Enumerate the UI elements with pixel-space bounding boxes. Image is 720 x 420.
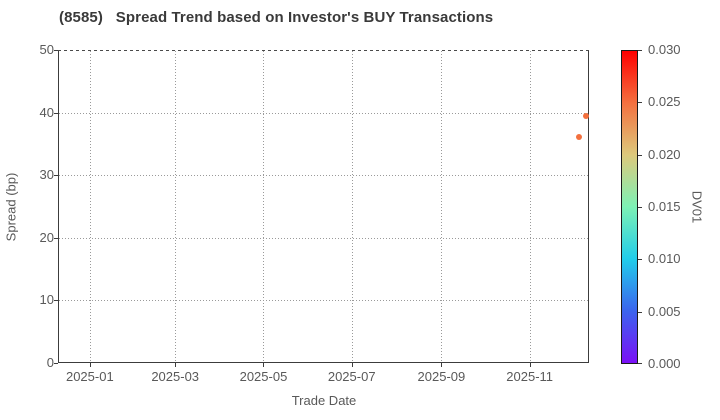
y-gridline <box>59 175 588 177</box>
y-tick-label: 50 <box>39 42 54 57</box>
y-tick-label: 30 <box>39 167 54 183</box>
plot-top-spine <box>58 50 589 51</box>
colorbar-tick-label: 0.010 <box>648 251 681 267</box>
y-gridline <box>59 300 588 302</box>
colorbar-tick-label: 0.025 <box>648 94 681 110</box>
y-tick-mark <box>54 112 58 114</box>
colorbar-tick-mark <box>638 207 642 208</box>
colorbar-tick-mark <box>638 311 642 313</box>
colorbar-tick-mark <box>638 102 642 104</box>
colorbar-tick-label: 0.020 <box>648 146 681 162</box>
y-tick-mark <box>54 50 58 51</box>
y-tick-mark <box>54 300 58 302</box>
x-tick-mark <box>89 363 91 367</box>
x-axis-title: Trade Date <box>291 393 357 408</box>
colorbar-tick-mark <box>638 154 642 156</box>
x-tick-mark <box>529 363 531 367</box>
x-gridline <box>529 51 531 362</box>
x-gridline <box>263 51 265 362</box>
y-tick-label: 10 <box>39 292 54 308</box>
data-point <box>583 112 590 119</box>
x-gridline <box>89 51 91 362</box>
x-tick-label: 2025-05 <box>239 369 288 384</box>
chart-title: (8585) Spread Trend based on Investor's … <box>59 9 494 26</box>
x-tick-label: 2025-03 <box>151 369 200 384</box>
y-tick-mark <box>54 363 58 364</box>
colorbar-tick-mark <box>638 259 642 261</box>
y-tick-mark <box>54 237 58 239</box>
colorbar-tick-label: 0.000 <box>648 356 681 371</box>
colorbar-tick-label: 0.005 <box>648 303 681 319</box>
x-tick-label: 2025-11 <box>506 369 554 384</box>
x-tick-mark <box>351 363 353 367</box>
x-gridline <box>441 51 443 362</box>
colorbar-tick-label: 0.030 <box>648 42 681 57</box>
colorbar <box>621 50 638 364</box>
y-tick-mark <box>54 175 58 177</box>
x-tick-mark <box>441 363 443 367</box>
y-tick-label: 0 <box>46 355 54 370</box>
y-gridline <box>59 112 588 114</box>
x-tick-mark <box>175 363 177 367</box>
y-tick-label: 40 <box>39 104 54 120</box>
x-tick-label: 2025-07 <box>327 369 376 384</box>
x-tick-label: 2025-09 <box>417 369 466 384</box>
data-point <box>575 134 582 140</box>
colorbar-tick-mark <box>638 50 642 51</box>
y-tick-label: 20 <box>39 229 54 245</box>
x-tick-label: 2025-01 <box>65 369 114 384</box>
x-tick-mark <box>263 363 265 367</box>
x-gridline <box>175 51 177 362</box>
plot-area <box>58 50 589 363</box>
y-gridline <box>59 237 588 239</box>
x-gridline <box>351 51 353 362</box>
colorbar-tick-mark <box>638 363 642 364</box>
colorbar-tick-label: 0.015 <box>648 199 681 214</box>
